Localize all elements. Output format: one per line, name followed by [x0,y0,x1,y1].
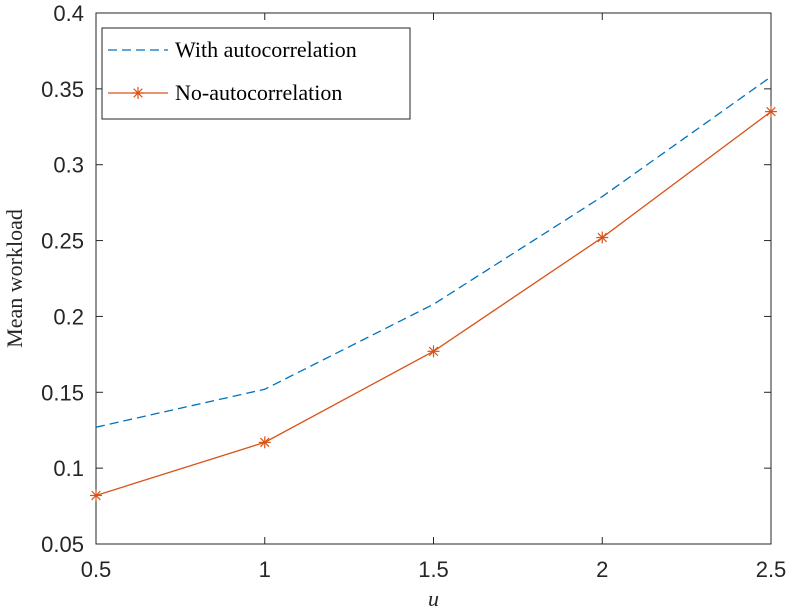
x-axis: 0.5 1 1.5 2 2.5 [81,13,787,582]
y-tick-label: 0.35 [41,77,84,102]
data-point-marker [90,489,102,502]
x-tick-label: 1 [259,557,271,582]
x-tick-label: 2 [596,557,608,582]
x-tick-label: 0.5 [81,557,112,582]
x-tick-label: 1.5 [418,557,449,582]
y-tick-label: 0.05 [41,532,84,557]
series-line-0 [95,76,772,428]
legend-box [101,27,411,120]
y-tick-label: 0.2 [53,304,84,329]
y-tick-label: 0.3 [53,153,84,178]
y-tick-label: 0.1 [53,456,84,481]
data-point-marker [258,436,271,449]
asterisk-icon [132,87,144,99]
x-axis-label: u [428,586,439,610]
legend: With autocorrelation No-autocorrelation [101,27,411,120]
y-axis: 0.05 0.1 0.15 0.2 0.25 0.3 0.35 0.4 [41,1,771,557]
y-axis-label: Mean workload [2,209,27,348]
series-layer [90,76,777,502]
y-tick-label: 0.25 [41,229,84,254]
y-tick-label: 0.15 [41,380,84,405]
y-tick-label: 0.4 [53,1,84,26]
data-point-marker [765,105,777,118]
x-tick-label: 2.5 [756,557,787,582]
legend-label-no-autocorrelation: No-autocorrelation [175,80,342,105]
data-point-marker [596,231,609,244]
legend-marker-asterisk [132,87,144,99]
data-point-marker [427,345,440,358]
legend-label-with-autocorrelation: With autocorrelation [175,37,357,62]
